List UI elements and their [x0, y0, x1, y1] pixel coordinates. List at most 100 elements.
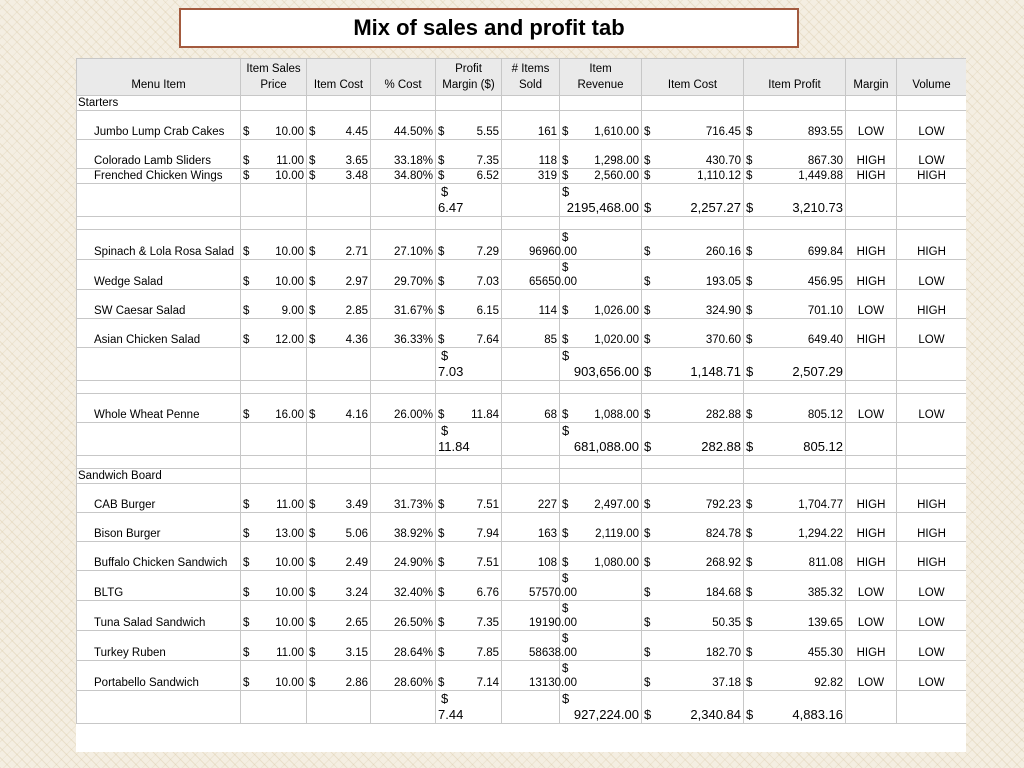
cell-value: 10.00 — [275, 126, 304, 138]
cell-value: HIGH — [856, 647, 886, 659]
currency-symbol: $ — [309, 528, 316, 540]
empty-cell — [306, 468, 371, 484]
pct-cost: 31.73% — [370, 483, 436, 513]
cell-value: 9.00 — [281, 305, 304, 317]
header-item-cost: Item Cost — [306, 58, 371, 96]
cell-value: LOW — [857, 305, 885, 317]
menu-item-name: Colorado Lamb Sliders — [76, 139, 241, 169]
item-sales-price: $9.00 — [240, 289, 307, 319]
menu-item-text: Buffalo Chicken Sandwich — [94, 557, 228, 569]
pct-cost: 27.10% — [370, 229, 436, 260]
empty-cell — [370, 690, 436, 724]
profit-margin: $7.85 — [435, 630, 502, 661]
currency-symbol: $ — [243, 126, 250, 138]
menu-item-name: Portabello Sandwich — [76, 660, 241, 691]
cell-value: 3.49 — [345, 499, 368, 511]
subtotal-row: $7.03 $903,656.00 $1,148.71 $2,507.29 — [76, 347, 966, 381]
cell-value: 430.70 — [705, 155, 741, 167]
item-revenue: $2,497.00 — [559, 483, 642, 513]
empty-cell — [845, 422, 897, 456]
currency-symbol: $ — [243, 334, 250, 346]
cell-value: 811.08 — [808, 557, 843, 569]
profit-margin: $7.64 — [435, 318, 502, 348]
empty-cell — [370, 95, 436, 111]
cell-value: 2.86 — [345, 677, 368, 689]
table-row: Wedge Salad $10.00 $2.97 29.70% $7.03 65650.0… — [76, 259, 966, 290]
pct-cost: 34.80% — [370, 168, 436, 184]
table-row: BLTG $10.00 $3.24 32.40% $6.76 57570.00 $ $184… — [76, 570, 966, 601]
cell-value: 11.00 — [276, 647, 304, 659]
currency-symbol: $ — [746, 276, 753, 288]
cell-value: 4.36 — [345, 334, 368, 346]
item-sales-price: $10.00 — [240, 541, 307, 571]
profit-margin: $7.35 — [435, 600, 502, 631]
currency-symbol: $ — [309, 246, 316, 258]
table-row: Spinach & Lola Rosa Salad $10.00 $2.71 27.1… — [76, 229, 966, 260]
cell-value: 193.05 — [705, 276, 741, 288]
cell-value: LOW — [918, 334, 945, 346]
subtotal-profit-margin: $7.03 — [435, 347, 502, 381]
margin-rating: HIGH — [845, 630, 897, 661]
cell-value: 26.50% — [393, 617, 433, 629]
margin-rating: LOW — [845, 393, 897, 423]
cell-value: HIGH — [917, 305, 946, 317]
currency-symbol: $ — [438, 276, 445, 288]
item-sales-price: $10.00 — [240, 259, 307, 290]
items-sold: 68 — [501, 393, 560, 423]
empty-cell — [743, 95, 846, 111]
cell-value: 927,224.00 — [573, 707, 639, 722]
pct-cost: 38.92% — [370, 512, 436, 542]
currency-symbol: $ — [746, 499, 753, 511]
currency-symbol: $ — [243, 305, 250, 317]
currency-symbol: $ — [438, 647, 445, 659]
item-sales-price: $11.00 — [240, 630, 307, 661]
cell-value: 1,148.71 — [690, 364, 741, 379]
cell-value: 903,656.00 — [573, 364, 639, 379]
item-profit: $1,704.77 — [743, 483, 846, 513]
item-cost: $3.49 — [306, 483, 371, 513]
item-cost: $2.97 — [306, 259, 371, 290]
cell-value: 867.30 — [807, 155, 843, 167]
subtotal-row: $6.47 $2195,468.00 $2,257.27 $3,210.73 — [76, 183, 966, 217]
empty-cell — [435, 455, 502, 469]
cell-value: LOW — [918, 126, 945, 138]
currency-symbol: $ — [746, 126, 753, 138]
cell-value: 4.45 — [345, 126, 368, 138]
cell-value: 7.85 — [476, 647, 499, 659]
menu-item-text: Asian Chicken Salad — [94, 334, 201, 346]
menu-item-name: Whole Wheat Penne — [76, 393, 241, 423]
profit-margin: $7.14 — [435, 660, 502, 691]
cell-value: 10.00 — [275, 276, 304, 288]
volume-rating: LOW — [896, 318, 966, 348]
currency-symbol: $ — [243, 677, 250, 689]
total-item-cost: $430.70 — [641, 139, 744, 169]
volume-rating: LOW — [896, 110, 966, 140]
item-sales-price: $10.00 — [240, 110, 307, 140]
header-items-sold: # Items Sold — [501, 58, 560, 96]
cell-value: 11.00 — [276, 499, 304, 511]
cell-value: 2,257.27 — [690, 200, 741, 215]
cell-value: 29.70% — [393, 276, 433, 288]
empty-cell — [435, 216, 502, 230]
item-revenue: $1,088.00 — [559, 393, 642, 423]
table-row: Buffalo Chicken Sandwich $10.00 $2.49 24.90… — [76, 541, 966, 571]
empty-cell — [743, 468, 846, 484]
items-sold-revenue-value: 65650.00 — [529, 276, 577, 288]
subtotal-total-cost: $282.88 — [641, 422, 744, 456]
cell-value: 7.64 — [476, 334, 499, 346]
currency-symbol: $ — [438, 499, 445, 511]
cell-value: HIGH — [917, 557, 946, 569]
subtotal-items-sold — [501, 347, 560, 381]
empty-cell — [641, 455, 744, 469]
header-row: Menu Item Item Sales Price Item Cost % Co… — [76, 58, 966, 96]
empty-cell — [76, 380, 241, 394]
menu-item-name: Tuna Salad Sandwich — [76, 600, 241, 631]
cell-value: 2,340.84 — [690, 707, 741, 722]
cell-value: 282.88 — [705, 409, 741, 421]
empty-cell — [306, 216, 371, 230]
pct-cost: 28.60% — [370, 660, 436, 691]
empty-cell — [240, 183, 307, 217]
cell-value: 2.97 — [345, 276, 368, 288]
empty-cell — [845, 347, 897, 381]
item-profit: $811.08 — [743, 541, 846, 571]
